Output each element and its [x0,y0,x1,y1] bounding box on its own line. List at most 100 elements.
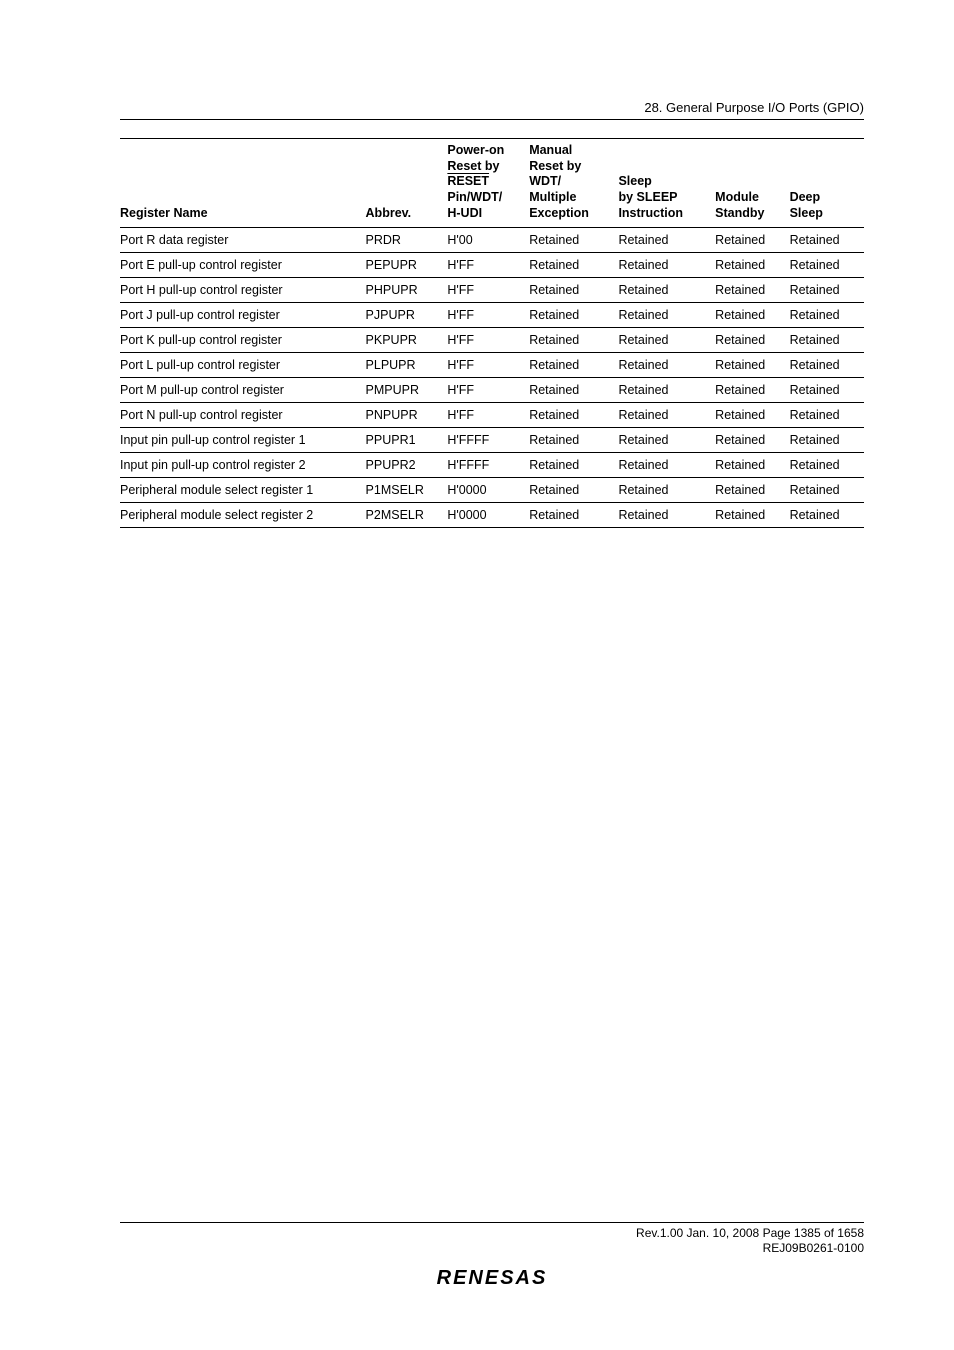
cell-sleep: Retained [618,503,715,528]
cell-abbrev: PHPUPR [366,278,448,303]
cell-name: Port K pull-up control register [120,328,366,353]
cell-name: Port M pull-up control register [120,378,366,403]
cell-sleep: Retained [618,303,715,328]
man-l4: Multiple [529,190,576,204]
footer-line1: Rev.1.00 Jan. 10, 2008 Page 1385 of 1658 [636,1226,864,1240]
cell-por: H'0000 [447,478,529,503]
cell-name: Port R data register [120,228,366,253]
cell-por: H'FF [447,403,529,428]
cell-por: H'FF [447,378,529,403]
col-header-abbrev: Abbrev. [366,139,448,228]
mod-l2: Standby [715,206,764,220]
cell-sleep: Retained [618,353,715,378]
col-header-poweron: Power-on Reset by RESET Pin/WDT/ H-UDI [447,139,529,228]
cell-abbrev: PMPUPR [366,378,448,403]
cell-name: Port H pull-up control register [120,278,366,303]
cell-name: Port J pull-up control register [120,303,366,328]
por-l2: Reset by [447,159,499,173]
cell-mod: Retained [715,253,789,278]
cell-deep: Retained [790,428,864,453]
cell-abbrev: PEPUPR [366,253,448,278]
cell-deep: Retained [790,453,864,478]
mod-l1: Module [715,190,759,204]
cell-sleep: Retained [618,453,715,478]
cell-deep: Retained [790,303,864,328]
deep-l1: Deep [790,190,821,204]
cell-por: H'FF [447,353,529,378]
cell-sleep: Retained [618,328,715,353]
cell-man: Retained [529,428,618,453]
cell-por: H'FF [447,253,529,278]
cell-name: Input pin pull-up control register 2 [120,453,366,478]
cell-abbrev: PLPUPR [366,353,448,378]
cell-sleep: Retained [618,428,715,453]
table-row: Port R data registerPRDRH'00RetainedReta… [120,228,864,253]
table-row: Port N pull-up control registerPNPUPRH'F… [120,403,864,428]
cell-deep: Retained [790,478,864,503]
register-table: Register Name Abbrev. Power-on Reset by … [120,138,864,528]
table-row: Port J pull-up control registerPJPUPRH'F… [120,303,864,328]
footer-line2: REJ09B0261-0100 [763,1241,864,1255]
cell-sleep: Retained [618,403,715,428]
renesas-logo: RENESAS [120,1267,864,1290]
cell-deep: Retained [790,353,864,378]
cell-man: Retained [529,253,618,278]
cell-deep: Retained [790,253,864,278]
cell-abbrev: PKPUPR [366,328,448,353]
cell-name: Peripheral module select register 2 [120,503,366,528]
deep-l2: Sleep [790,206,823,220]
cell-man: Retained [529,353,618,378]
cell-sleep: Retained [618,228,715,253]
cell-abbrev: PRDR [366,228,448,253]
table-row: Port L pull-up control registerPLPUPRH'F… [120,353,864,378]
cell-mod: Retained [715,403,789,428]
cell-abbrev: P2MSELR [366,503,448,528]
cell-abbrev: PPUPR2 [366,453,448,478]
cell-por: H'00 [447,228,529,253]
cell-man: Retained [529,378,618,403]
cell-deep: Retained [790,228,864,253]
table-body: Port R data registerPRDRH'00RetainedReta… [120,228,864,528]
cell-por: H'FF [447,278,529,303]
sleep-l1: Sleep [618,174,651,188]
cell-mod: Retained [715,228,789,253]
footer-rule [120,1222,864,1223]
por-l5: H-UDI [447,206,482,220]
cell-man: Retained [529,453,618,478]
cell-abbrev: P1MSELR [366,478,448,503]
cell-name: Port E pull-up control register [120,253,366,278]
col-header-deep: Deep Sleep [790,139,864,228]
cell-deep: Retained [790,378,864,403]
cell-mod: Retained [715,303,789,328]
cell-name: Input pin pull-up control register 1 [120,428,366,453]
table-row: Port H pull-up control registerPHPUPRH'F… [120,278,864,303]
por-l1: Power-on [447,143,504,157]
cell-mod: Retained [715,328,789,353]
cell-abbrev: PJPUPR [366,303,448,328]
footer-text: Rev.1.00 Jan. 10, 2008 Page 1385 of 1658… [120,1226,864,1257]
cell-sleep: Retained [618,378,715,403]
cell-abbrev: PNPUPR [366,403,448,428]
page-header: 28. General Purpose I/O Ports (GPIO) [120,100,864,120]
man-l3: WDT/ [529,174,561,188]
cell-man: Retained [529,278,618,303]
table-row: Port E pull-up control registerPEPUPRH'F… [120,253,864,278]
cell-por: H'FF [447,328,529,353]
page: 28. General Purpose I/O Ports (GPIO) Reg… [0,0,954,1350]
cell-deep: Retained [790,328,864,353]
sleep-l2: by SLEEP [618,190,677,204]
por-l3: RESET [447,174,489,188]
cell-man: Retained [529,303,618,328]
col-header-sleep: Sleep by SLEEP Instruction [618,139,715,228]
cell-mod: Retained [715,428,789,453]
cell-man: Retained [529,328,618,353]
cell-sleep: Retained [618,478,715,503]
cell-mod: Retained [715,503,789,528]
footer: Rev.1.00 Jan. 10, 2008 Page 1385 of 1658… [120,1222,864,1290]
table-header-row: Register Name Abbrev. Power-on Reset by … [120,139,864,228]
man-l5: Exception [529,206,589,220]
table-row: Peripheral module select register 1P1MSE… [120,478,864,503]
man-l2: Reset by [529,159,581,173]
cell-por: H'FFFF [447,453,529,478]
cell-mod: Retained [715,478,789,503]
